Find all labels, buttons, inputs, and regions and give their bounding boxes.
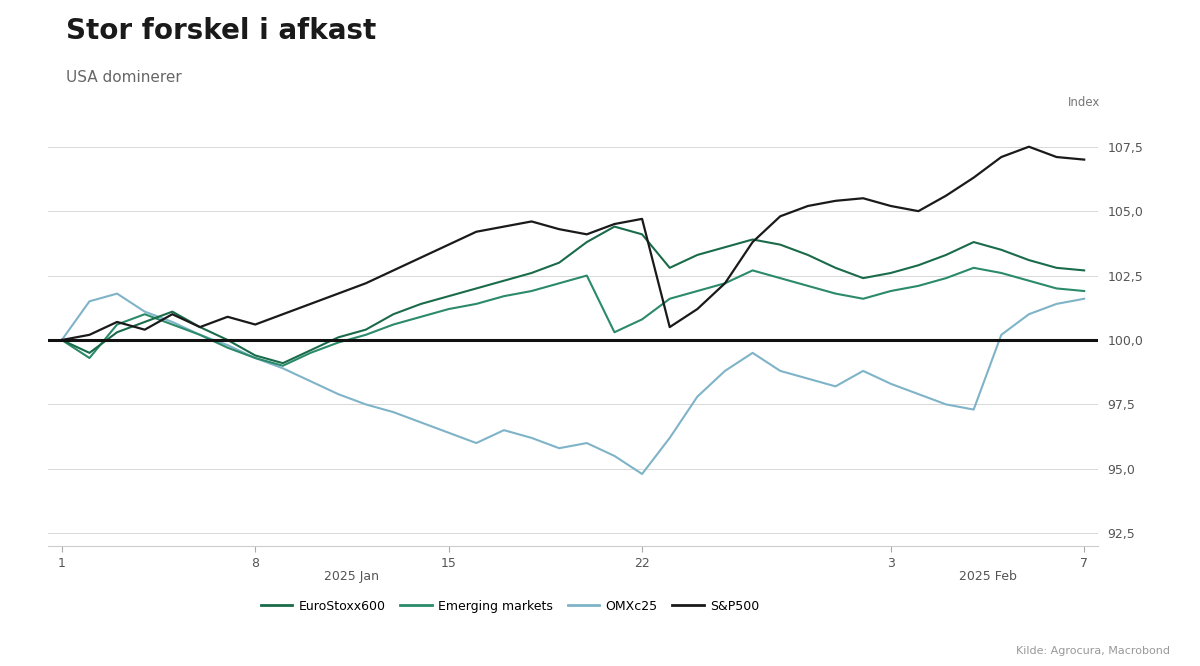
Text: USA dominerer: USA dominerer [66,70,181,85]
Legend: EuroStoxx600, Emerging markets, OMXc25, S&P500: EuroStoxx600, Emerging markets, OMXc25, … [256,595,764,618]
Text: Index: Index [1068,96,1100,109]
Text: Stor forskel i afkast: Stor forskel i afkast [66,17,377,45]
Text: 2025 Feb: 2025 Feb [959,570,1016,583]
Text: 2025 Jan: 2025 Jan [324,570,379,583]
Text: Kilde: Agrocura, Macrobond: Kilde: Agrocura, Macrobond [1016,646,1170,656]
